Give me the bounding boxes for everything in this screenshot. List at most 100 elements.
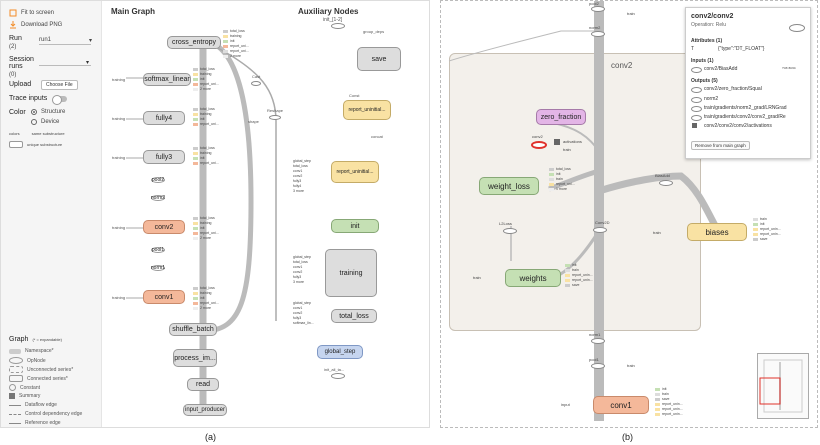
color-device-radio[interactable]: Device: [31, 119, 59, 125]
minimap[interactable]: [757, 353, 809, 419]
node-report-uninit[interactable]: report_uninitial...: [343, 100, 391, 120]
run-row: Run: [9, 35, 22, 42]
node-conv2[interactable]: conv2: [143, 220, 185, 234]
op-node-icon: [691, 115, 702, 121]
info-output-item[interactable]: train/gradients/norm2_grad/LRNGrad: [704, 105, 787, 111]
node-global-step[interactable]: global_step: [317, 345, 363, 359]
summary-icon: [554, 139, 560, 145]
node-zero-fraction[interactable]: zero_fraction: [536, 109, 586, 125]
node-cast[interactable]: [251, 81, 261, 86]
node-reshape[interactable]: [269, 115, 281, 120]
node-norm1[interactable]: [591, 338, 605, 344]
node-softmax-linear[interactable]: softmax_linear: [143, 73, 191, 86]
run-select[interactable]: run1 ▾: [39, 37, 93, 44]
summary-icon: [692, 123, 697, 128]
node-fully3[interactable]: fully3: [143, 150, 185, 164]
node-process-im[interactable]: process_im...: [173, 349, 217, 367]
info-output-item[interactable]: train/gradients/conv2/conv2_grad/Re: [704, 114, 786, 120]
node-pool2[interactable]: [591, 6, 605, 12]
node-init[interactable]: init: [331, 219, 379, 233]
session-runs-label: Session runs: [9, 56, 34, 70]
node-weights[interactable]: weights: [505, 269, 561, 287]
info-output-item[interactable]: conv2/conv2/conv2/activations: [704, 123, 772, 129]
node-read[interactable]: read: [187, 378, 219, 391]
session-runs-count: (0): [9, 72, 17, 78]
trace-inputs-toggle[interactable]: [52, 95, 67, 105]
shape-label: shape: [248, 119, 259, 124]
train-label: train: [563, 147, 571, 152]
node-input-producer[interactable]: input_producer: [183, 404, 227, 416]
session-runs-select[interactable]: [39, 65, 91, 66]
remove-from-main-graph-button[interactable]: Remove from main graph: [691, 141, 750, 150]
norm2-label: norm2: [589, 25, 601, 30]
node-report-uninit-2[interactable]: report_uninitial...: [331, 161, 379, 183]
node-save[interactable]: save: [357, 47, 401, 71]
node-weight-loss[interactable]: weight_loss: [479, 177, 539, 195]
op-node-icon: [691, 106, 702, 112]
node-pool1[interactable]: [591, 363, 605, 369]
weights-tags: init train report_unin... report_unin...…: [565, 263, 593, 287]
node-norm2[interactable]: [591, 31, 605, 37]
info-inputs-header: Inputs (1): [691, 58, 714, 64]
relu-label: conv2: [532, 134, 543, 139]
node-conv2-relu-selected[interactable]: [531, 141, 547, 149]
node-fully4[interactable]: fully4: [143, 111, 185, 125]
node-init-all[interactable]: [331, 373, 345, 379]
node-init12[interactable]: [331, 23, 345, 29]
info-output-item[interactable]: norm2: [704, 96, 719, 102]
info-title: conv2/conv2: [691, 13, 734, 20]
node-norm2[interactable]: norm2: [150, 195, 166, 201]
tag-list: total_loss training init report_uni... r…: [223, 29, 249, 58]
info-attr-value: {"type":"DT_FLOAT"}: [718, 46, 765, 52]
trace-inputs-row: Trace inputs: [9, 95, 48, 102]
node-pool2[interactable]: pool2: [151, 177, 165, 183]
node-cross-entropy[interactable]: cross_entropy: [167, 36, 221, 49]
train-label: train: [627, 11, 635, 16]
node-biasadd[interactable]: [659, 180, 673, 186]
pool1-label: pool1: [589, 357, 599, 362]
info-input-1[interactable]: conv2/BiasAdd: [704, 66, 738, 72]
aux-tag-list: global_step conv1 conv2 fully3 softmax_l…: [293, 301, 314, 325]
radio-icon: [31, 109, 37, 115]
legend-reference: Reference edge: [9, 420, 61, 426]
node-biases[interactable]: biases: [687, 223, 747, 241]
choose-file-button[interactable]: Choose File: [41, 80, 78, 90]
legend-summary: Summary: [9, 393, 40, 399]
fit-to-screen-button[interactable]: Fit to screen: [9, 9, 54, 17]
legend-dataflow: Dataflow edge: [9, 402, 57, 408]
legend-opnode: OpNode: [9, 357, 46, 364]
node-training[interactable]: training: [325, 249, 377, 297]
download-icon: [9, 21, 17, 29]
color-structure-radio[interactable]: Structure: [31, 109, 65, 115]
fit-screen-icon: [9, 9, 17, 17]
info-outputs-header: Outputs (5): [691, 78, 718, 84]
caption-a: (a): [205, 432, 216, 442]
node-shuffle-batch[interactable]: shuffle_batch: [169, 323, 217, 336]
tag-item: training: [223, 34, 249, 38]
opnode-icon: [9, 357, 23, 364]
unique-swatch: [9, 141, 23, 148]
node-conv1[interactable]: conv1: [593, 396, 649, 414]
init12-label: init_[1-2]: [323, 17, 343, 23]
info-output-item[interactable]: conv2/zero_fraction/Squal: [704, 86, 762, 92]
tag-item: 2 more: [223, 54, 249, 58]
info-attr-key: T: [691, 46, 695, 52]
tag-item: total_loss: [223, 29, 249, 33]
node-conv2d[interactable]: [593, 227, 607, 233]
unique-row: unique substructure: [9, 141, 62, 148]
node-norm1[interactable]: norm1: [150, 265, 166, 271]
node-l2loss[interactable]: [503, 228, 517, 234]
node-total-loss[interactable]: total_loss: [331, 309, 377, 323]
cast-label: Cast: [252, 74, 261, 79]
node-conv1[interactable]: conv1: [143, 290, 185, 304]
biasadd-label: BiasAdd: [655, 173, 670, 178]
legend-connected: Connected series*: [9, 375, 68, 382]
panel-a: Fit to screen Download PNG Run run1 ▾ (2…: [0, 0, 430, 428]
aux-tag-list: global_step total_loss conv1 conv2 fully…: [293, 255, 311, 284]
init-all-label: init_all_ta...: [324, 367, 345, 372]
tag-list: total_loss training init report_uni...: [193, 146, 219, 165]
download-png-button[interactable]: Download PNG: [9, 21, 62, 29]
info-operation: Operation: Relu: [691, 22, 727, 28]
node-pool1[interactable]: pool1: [151, 247, 165, 253]
run-count: (2): [9, 44, 17, 50]
